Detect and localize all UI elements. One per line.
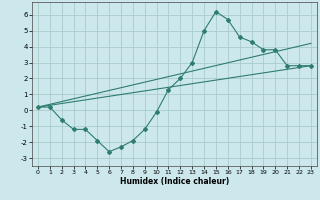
X-axis label: Humidex (Indice chaleur): Humidex (Indice chaleur) xyxy=(120,177,229,186)
